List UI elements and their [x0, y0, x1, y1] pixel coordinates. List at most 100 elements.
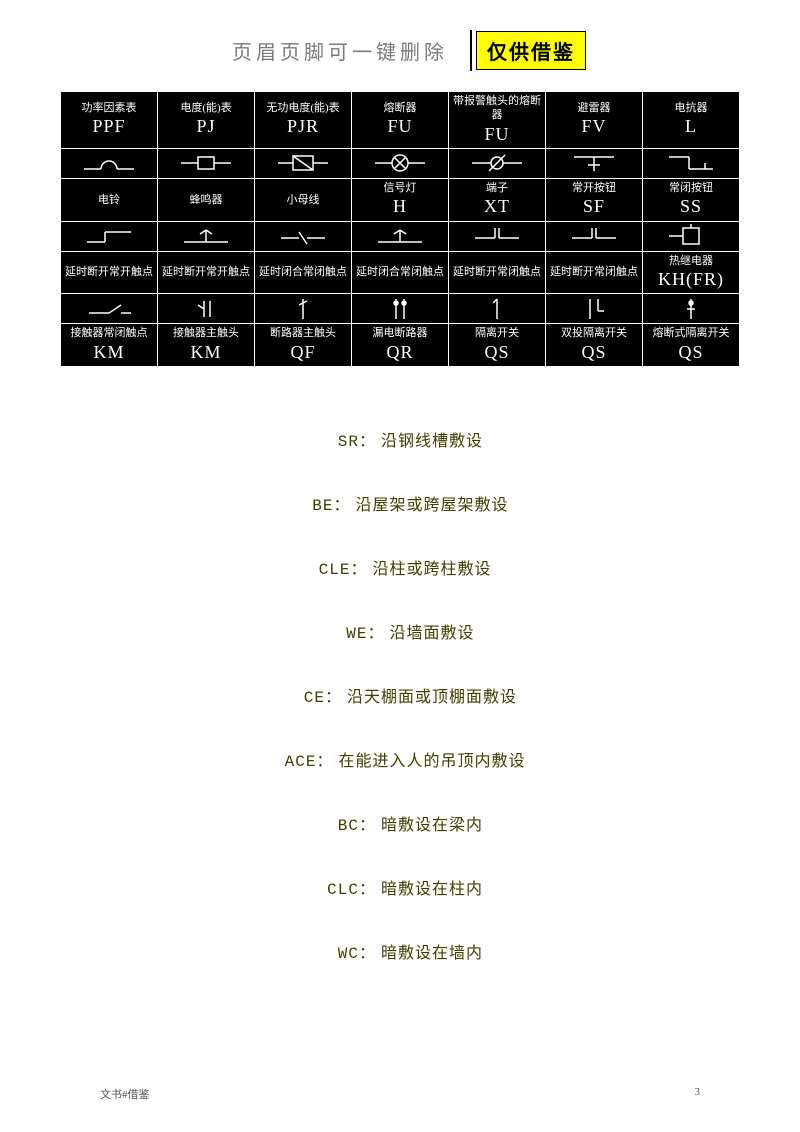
definition-line: BC： 暗敷设在梁内 — [60, 811, 740, 835]
symbol-label-cell: 端子XT — [449, 178, 546, 221]
definition-code: SR — [317, 433, 359, 451]
symbol-code-label: SS — [645, 195, 737, 218]
definition-code: BE — [291, 497, 333, 515]
table-row — [61, 148, 740, 178]
table-row: 电铃蜂鸣器小母线信号灯H端子XT常开按钮SF常闭按钮SS — [61, 178, 740, 221]
symbol-code-label: FU — [451, 123, 543, 146]
definition-line: BE： 沿屋架或跨屋架敷设 — [60, 491, 740, 515]
symbol-cn-label: 常闭按钮 — [645, 181, 737, 195]
symbol-cn-label: 信号灯 — [354, 181, 446, 195]
definition-code: CLC — [317, 881, 359, 899]
symbol-label-cell: 常开按钮SF — [546, 178, 643, 221]
definition-text: ： 沿屋架或跨屋架敷设 — [333, 497, 508, 514]
symbol-cn-label: 接触器主触头 — [160, 326, 252, 340]
symbol-icon-cell — [546, 221, 643, 251]
symbol-cn-label: 避雷器 — [548, 101, 640, 115]
symbol-cn-label: 无功电度(能)表 — [257, 101, 349, 115]
symbol-cn-label: 功率因素表 — [63, 101, 155, 115]
symbol-icon-cell — [61, 148, 158, 178]
symbol-cn-label: 蜂鸣器 — [160, 193, 252, 207]
header-divider — [470, 30, 472, 71]
definition-text: ： 暗敷设在柱内 — [359, 881, 483, 898]
symbol-cn-label: 端子 — [451, 181, 543, 195]
symbol-cn-label: 延时闭合常闭触点 — [354, 265, 446, 279]
symbol-label-cell: 接触器常闭触点KM — [61, 324, 158, 367]
symbol-icon-cell — [158, 294, 255, 324]
symbol-cn-label: 电抗器 — [645, 101, 737, 115]
symbol-label-cell: 带报警触头的熔断器FU — [449, 92, 546, 149]
symbol-code-label: FV — [548, 115, 640, 138]
symbol-cn-label: 小母线 — [257, 193, 349, 207]
symbol-code-label: QR — [354, 341, 446, 364]
symbol-label-cell: 电抗器L — [643, 92, 740, 149]
symbol-label-cell: 漏电断路器QR — [352, 324, 449, 367]
symbol-cn-label: 延时断开常开触点 — [63, 265, 155, 279]
symbol-cn-label: 接触器常闭触点 — [63, 326, 155, 340]
definition-text: ： 在能进入人的吊顶内敷设 — [316, 753, 525, 770]
symbol-icon-cell — [352, 148, 449, 178]
symbol-code-label: SF — [548, 195, 640, 218]
definition-code: BC — [317, 817, 359, 835]
symbol-cn-label: 电度(能)表 — [160, 101, 252, 115]
definition-line: CLE： 沿柱或跨柱敷设 — [60, 555, 740, 579]
symbol-label-cell: 小母线 — [255, 178, 352, 221]
symbol-cn-label: 隔离开关 — [451, 326, 543, 340]
header-badge-wrap: 仅供借鉴 — [476, 30, 586, 71]
symbol-label-cell: 电度(能)表PJ — [158, 92, 255, 149]
table-row: 功率因素表PPF电度(能)表PJ无功电度(能)表PJR熔断器FU带报警触头的熔断… — [61, 92, 740, 149]
symbol-code-label: PPF — [63, 115, 155, 138]
symbol-label-cell: 延时闭合常闭触点 — [352, 251, 449, 294]
symbol-cn-label: 双投隔离开关 — [548, 326, 640, 340]
symbol-reference-table: 功率因素表PPF电度(能)表PJ无功电度(能)表PJR熔断器FU带报警触头的熔断… — [60, 91, 740, 367]
header-subtitle: 页眉页脚可一键删除 — [214, 30, 466, 71]
symbol-label-cell: 熔断器FU — [352, 92, 449, 149]
symbol-label-cell: 蜂鸣器 — [158, 178, 255, 221]
definition-text: ： 沿钢线槽敷设 — [359, 433, 483, 450]
symbol-label-cell: 电铃 — [61, 178, 158, 221]
symbol-icon-cell — [546, 148, 643, 178]
definition-code: ACE — [274, 753, 316, 771]
symbol-label-cell: 延时断开常开触点 — [158, 251, 255, 294]
symbol-icon-cell — [158, 148, 255, 178]
header-badge: 仅供借鉴 — [476, 31, 586, 70]
symbol-icon-cell — [643, 148, 740, 178]
symbol-label-cell: 隔离开关QS — [449, 324, 546, 367]
definition-line: SR： 沿钢线槽敷设 — [60, 427, 740, 451]
definition-line: WC： 暗敷设在墙内 — [60, 939, 740, 963]
symbol-label-cell: 断路器主触头QF — [255, 324, 352, 367]
symbol-icon-cell — [255, 148, 352, 178]
symbol-code-label: KM — [160, 341, 252, 364]
symbol-code-label: PJR — [257, 115, 349, 138]
symbol-icon-cell — [255, 294, 352, 324]
table-row — [61, 294, 740, 324]
definition-code: CE — [283, 689, 325, 707]
symbol-cn-label: 延时闭合常闭触点 — [257, 265, 349, 279]
definition-line: WE： 沿墙面敷设 — [60, 619, 740, 643]
definition-text: ： 沿天棚面或顶棚面敷设 — [325, 689, 517, 706]
symbol-label-cell: 双投隔离开关QS — [546, 324, 643, 367]
page-header: 页眉页脚可一键删除 仅供借鉴 — [60, 30, 740, 71]
document-page: 页眉页脚可一键删除 仅供借鉴 功率因素表PPF电度(能)表PJ无功电度(能)表P… — [0, 0, 800, 1033]
symbol-code-label: KM — [63, 341, 155, 364]
definition-text: ： 暗敷设在梁内 — [359, 817, 483, 834]
symbol-cn-label: 延时断开常闭触点 — [548, 265, 640, 279]
definition-line: CLC： 暗敷设在柱内 — [60, 875, 740, 899]
symbol-icon-cell — [158, 221, 255, 251]
symbol-icon-cell — [352, 294, 449, 324]
symbol-code-label: QS — [548, 341, 640, 364]
definition-code: WE — [325, 625, 367, 643]
symbol-cn-label: 热继电器 — [645, 254, 737, 268]
symbol-icon-cell — [61, 221, 158, 251]
definition-line: CE： 沿天棚面或顶棚面敷设 — [60, 683, 740, 707]
symbol-cn-label: 断路器主触头 — [257, 326, 349, 340]
symbol-code-label: KH(FR) — [645, 268, 737, 291]
definition-text: ： 暗敷设在墙内 — [359, 945, 483, 962]
table-row — [61, 221, 740, 251]
symbol-label-cell: 避雷器FV — [546, 92, 643, 149]
symbol-cn-label: 延时断开常闭触点 — [451, 265, 543, 279]
symbol-label-cell: 延时断开常闭触点 — [546, 251, 643, 294]
symbol-cn-label: 熔断器 — [354, 101, 446, 115]
symbol-icon-cell — [352, 221, 449, 251]
symbol-icon-cell — [449, 148, 546, 178]
symbol-label-cell: 功率因素表PPF — [61, 92, 158, 149]
